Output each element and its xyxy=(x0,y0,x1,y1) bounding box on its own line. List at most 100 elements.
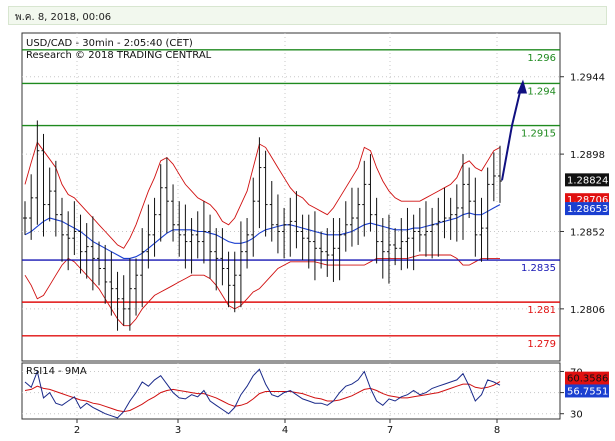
y-tick-label-0: 1.2806 xyxy=(570,305,605,316)
forecast-arrow xyxy=(501,79,527,181)
y-tick-label-2: 1.2898 xyxy=(570,150,605,161)
rsi-ma-line xyxy=(24,381,501,413)
price-bar-36 xyxy=(245,218,250,269)
price-bar-48 xyxy=(319,231,324,269)
bollinger-upper xyxy=(24,141,501,249)
price-bar-56 xyxy=(368,154,373,232)
price-bar-69 xyxy=(448,197,453,240)
x-tick-label-1: 3 xyxy=(175,425,181,436)
price-bar-67 xyxy=(436,197,441,257)
price-bars xyxy=(23,120,502,331)
price-bar-71 xyxy=(460,154,465,240)
rsi-title: RSI14 - 9MA xyxy=(26,366,87,377)
date-label: พ.ค. 8, 2018, 00:06 xyxy=(15,12,112,23)
price-bar-33 xyxy=(226,251,231,308)
rsi-tag-label-1: 56.7551 xyxy=(567,386,608,397)
price-bar-24 xyxy=(171,184,176,242)
price-bar-7 xyxy=(66,211,71,271)
price-bar-11 xyxy=(90,216,95,291)
price-bar-57 xyxy=(374,197,379,264)
price-bar-30 xyxy=(208,214,213,279)
x-tick-label-3: 7 xyxy=(387,425,393,436)
price-bar-17 xyxy=(127,258,132,331)
price-bar-75 xyxy=(485,167,490,261)
price-bar-0 xyxy=(23,201,27,235)
price-bar-72 xyxy=(467,167,472,219)
price-bar-58 xyxy=(380,218,385,279)
price-bar-27 xyxy=(189,218,194,274)
price-bar-61 xyxy=(399,218,404,271)
price-bar-28 xyxy=(195,211,200,259)
price-bar-8 xyxy=(72,201,77,256)
price-bar-38 xyxy=(257,137,262,229)
price-grid xyxy=(22,33,560,361)
price-tag-2: 1.28653 xyxy=(565,202,609,216)
price-tag-0: 1.28824 xyxy=(565,173,609,187)
price-bar-23 xyxy=(164,157,169,234)
price-bar-76 xyxy=(491,152,496,202)
price-bar-35 xyxy=(238,221,243,308)
price-bar-34 xyxy=(232,251,237,313)
price-bar-42 xyxy=(282,207,287,259)
price-tag-bg-2 xyxy=(565,202,609,216)
price-bar-68 xyxy=(442,187,447,239)
price-bar-55 xyxy=(362,160,367,237)
level-label-5: 1.279 xyxy=(527,339,556,350)
price-bar-22 xyxy=(158,164,163,242)
forecast-arrowhead xyxy=(517,79,527,94)
price-tag-label-2: 1.28653 xyxy=(567,204,608,215)
level-label-2: 1.2915 xyxy=(521,129,556,140)
price-bar-59 xyxy=(386,214,391,284)
price-bar-54 xyxy=(356,187,361,245)
bollinger-bands xyxy=(24,141,501,327)
price-bar-70 xyxy=(454,184,459,242)
price-bar-64 xyxy=(417,207,422,252)
price-tag-label-1: 1.28706 xyxy=(567,195,608,206)
price-bar-50 xyxy=(331,218,336,282)
price-bar-19 xyxy=(140,228,145,308)
price-bar-52 xyxy=(343,201,348,252)
ma-line xyxy=(24,204,501,259)
rsi-tag-bg-1 xyxy=(565,384,609,398)
price-bar-46 xyxy=(306,214,311,269)
forecast-path xyxy=(501,83,523,181)
price-bar-16 xyxy=(121,275,126,326)
price-bar-15 xyxy=(115,271,120,331)
price-bar-4 xyxy=(47,167,52,222)
x-tick-label-4: 8 xyxy=(494,425,500,436)
price-bar-53 xyxy=(349,187,354,247)
price-bar-51 xyxy=(337,218,342,281)
price-bar-20 xyxy=(146,204,151,269)
price-bar-65 xyxy=(423,201,428,257)
price-bar-3 xyxy=(41,133,46,237)
price-bar-31 xyxy=(214,228,219,291)
price-bar-63 xyxy=(411,214,416,271)
chart-title: USD/CAD - 30min - 2:05:40 (CET) xyxy=(26,38,193,49)
price-bar-74 xyxy=(479,197,484,262)
price-bar-62 xyxy=(405,207,410,269)
price-bar-14 xyxy=(109,251,114,316)
price-bar-10 xyxy=(84,223,89,279)
price-bar-1 xyxy=(29,174,34,240)
rsi-line xyxy=(24,368,501,419)
price-bar-41 xyxy=(275,194,280,254)
price-bar-25 xyxy=(177,201,182,257)
price-bar-5 xyxy=(53,160,58,237)
price-bar-29 xyxy=(201,201,206,264)
rsi-lines xyxy=(24,368,501,419)
rsi-tag-1: 56.7551 xyxy=(565,384,609,398)
price-bar-43 xyxy=(288,197,293,257)
price-bar-12 xyxy=(97,241,102,286)
level-label-0: 1.296 xyxy=(527,53,556,64)
price-bar-60 xyxy=(393,228,398,266)
price-bar-77 xyxy=(498,145,502,203)
date-bar: พ.ค. 8, 2018, 00:06 xyxy=(8,6,607,25)
rsi-tag-bg-0 xyxy=(565,371,609,385)
price-bar-66 xyxy=(430,207,435,259)
price-tag-label-0: 1.28824 xyxy=(567,175,608,186)
rsi-tag-label-0: 60.3586 xyxy=(567,374,608,385)
chart-subtitle: Research © 2018 TRADING CENTRAL xyxy=(26,50,212,61)
